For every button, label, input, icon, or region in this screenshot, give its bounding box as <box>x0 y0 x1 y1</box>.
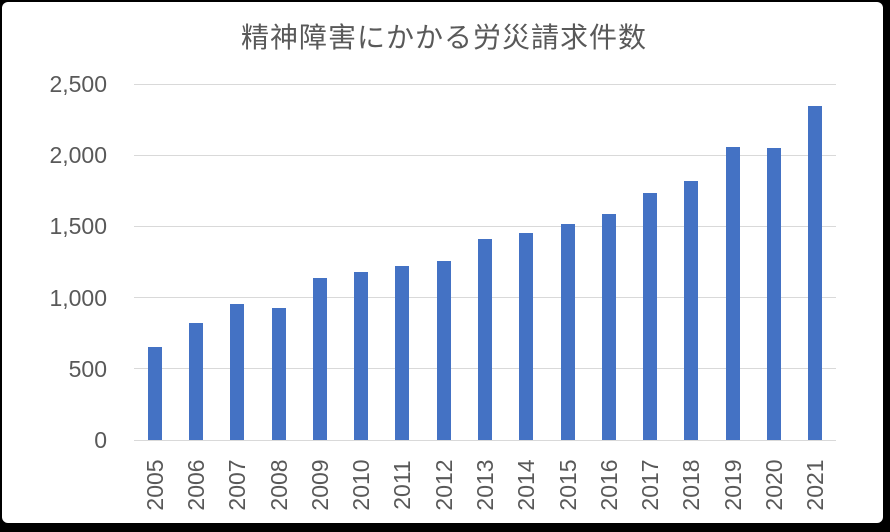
x-axis-tick-label: 2018 <box>678 459 705 511</box>
chart-card: 精神障害にかかる労災請求件数 0 500 1,000 1,500 2,000 2,500 2… <box>2 2 883 523</box>
x-axis-tick-label: 2010 <box>348 459 375 511</box>
y-axis-tick-label: 2,000 <box>49 142 107 169</box>
x-axis-tick-label: 2008 <box>265 459 292 511</box>
bar-2016 <box>601 214 616 440</box>
gridline-2,000 <box>134 154 836 156</box>
bar-2017 <box>643 193 658 440</box>
x-axis-tick-label: 2015 <box>554 459 581 511</box>
y-axis-tick-label: 2,500 <box>49 71 107 97</box>
x-axis-tick-label: 2007 <box>224 459 251 511</box>
bar-2010 <box>354 271 369 440</box>
y-axis-tick-label: 500 <box>68 355 107 382</box>
bar-2018 <box>684 180 699 440</box>
gridline-1,500 <box>134 225 836 227</box>
x-axis-tick-label: 2006 <box>182 459 209 511</box>
bar-2008 <box>271 307 286 440</box>
x-axis-tick-label: 2016 <box>595 459 622 511</box>
x-axis-tick-label: 2021 <box>802 459 829 511</box>
bar-2011 <box>395 265 410 440</box>
y-axis-tick-label: 1,000 <box>49 284 107 311</box>
gridline-0 <box>134 439 836 441</box>
gridline-2,500 <box>134 83 836 85</box>
bar-2021 <box>808 105 823 440</box>
x-axis-tick-label: 2013 <box>472 459 498 511</box>
bar-2014 <box>519 232 534 440</box>
y-axis-tick-label: 1,500 <box>49 213 107 240</box>
bar-2019 <box>725 146 740 440</box>
x-axis-tick-label: 2014 <box>513 459 540 511</box>
x-axis-tick-label: 2009 <box>306 459 333 511</box>
x-axis-tick-label: 2019 <box>719 459 746 511</box>
x-axis-tick-label: 2020 <box>761 459 788 511</box>
bar-2013 <box>478 239 492 440</box>
bar-2020 <box>767 147 782 440</box>
bar-2005 <box>147 346 162 440</box>
bar-2009 <box>312 278 327 440</box>
x-axis-tick-label: 2011 <box>389 460 416 510</box>
bar-2012 <box>436 261 451 440</box>
bar-2006 <box>188 323 203 440</box>
y-axis-tick-label: 0 <box>94 427 107 453</box>
bar-2015 <box>560 224 575 440</box>
x-axis-tick-label: 2017 <box>637 459 664 511</box>
chart-title: 精神障害にかかる労災請求件数 <box>240 22 647 53</box>
x-axis-tick-label: 2012 <box>430 459 457 511</box>
x-axis-tick-label: 2005 <box>141 459 168 511</box>
bar-2007 <box>230 304 245 440</box>
